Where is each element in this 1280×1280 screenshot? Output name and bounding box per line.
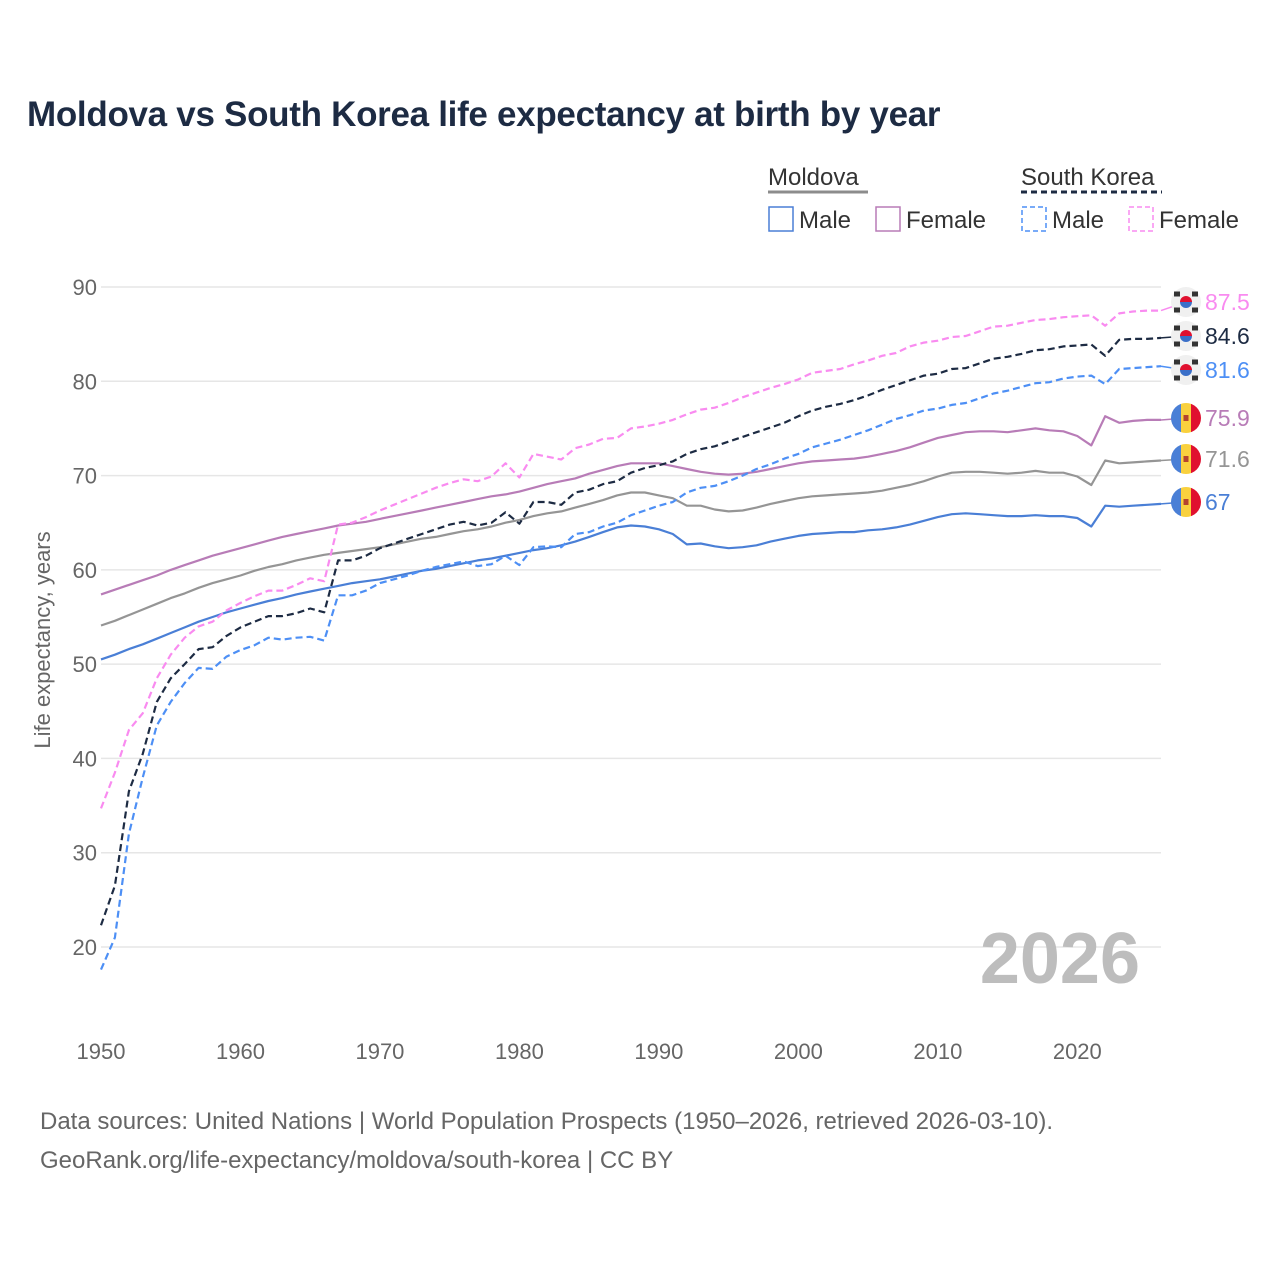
y-axis-label: Life expectancy, years	[30, 531, 55, 748]
end-value-label: 81.6	[1205, 357, 1250, 383]
y-tick-label: 90	[73, 275, 97, 300]
y-tick-label: 60	[73, 558, 97, 583]
x-axis-ticks: 1950 1960 1970 1980 1990 2000 2010 2020	[77, 1039, 1102, 1064]
y-tick-label: 30	[73, 841, 97, 866]
x-tick-label: 2010	[913, 1039, 962, 1064]
end-value-label: 84.6	[1205, 323, 1250, 349]
x-tick-label: 1950	[77, 1039, 126, 1064]
x-tick-label: 1970	[355, 1039, 404, 1064]
legend-sk-female[interactable]: Female	[1159, 207, 1239, 234]
series-line-moldova-male	[100, 502, 1162, 661]
year-watermark: 2026	[980, 919, 1140, 999]
chart-title: Moldova vs South Korea life expectancy a…	[27, 95, 941, 134]
series-line-south-korea-male	[99, 365, 1162, 971]
legend-sk-male-swatch	[1021, 206, 1047, 232]
legend-moldova-female[interactable]: Female	[906, 207, 986, 234]
source-line-1: Data sources: United Nations | World Pop…	[40, 1108, 1054, 1135]
end-value-label: 67	[1205, 489, 1231, 515]
legend: Moldova Male Female South Korea Male Fem…	[768, 164, 1239, 234]
legend-moldova-male-swatch	[768, 206, 794, 232]
series-lines	[99, 309, 1162, 971]
series-line-south-korea	[99, 336, 1162, 926]
end-value-label: 75.9	[1205, 405, 1250, 431]
y-tick-label: 50	[73, 652, 97, 677]
source-line-2[interactable]: GeoRank.org/life-expectancy/moldova/sout…	[40, 1147, 674, 1174]
moldova-flag-icon	[1171, 487, 1201, 517]
south-korea-flag-icon	[1171, 287, 1201, 317]
south-korea-flag-icon	[1171, 321, 1201, 351]
y-tick-label: 20	[73, 935, 97, 960]
y-tick-label: 70	[73, 464, 97, 489]
x-tick-label: 1980	[495, 1039, 544, 1064]
series-line-moldova-female	[100, 415, 1161, 596]
legend-group-moldova[interactable]: Moldova	[768, 164, 859, 191]
end-value-label: 87.5	[1205, 289, 1250, 315]
legend-sk-male[interactable]: Male	[1052, 207, 1104, 234]
legend-group-south-korea[interactable]: South Korea	[1021, 164, 1155, 191]
y-axis-ticks: 20 30 40 50 60 70 80 90	[73, 275, 97, 960]
legend-moldova-female-swatch	[875, 206, 901, 232]
y-tick-label: 40	[73, 746, 97, 771]
series-line-south-korea-female	[99, 309, 1161, 809]
end-value-label: 71.6	[1205, 446, 1250, 472]
legend-moldova-male[interactable]: Male	[799, 207, 851, 234]
x-tick-label: 1960	[216, 1039, 265, 1064]
moldova-flag-icon	[1171, 444, 1201, 474]
moldova-flag-icon	[1171, 403, 1201, 433]
series-line-moldova	[100, 459, 1162, 627]
legend-sk-female-swatch	[1128, 206, 1154, 232]
x-tick-label: 2000	[774, 1039, 823, 1064]
end-labels: 67 71.6 75.9 81.6 84.6 87.5	[1160, 287, 1250, 517]
x-tick-label: 2020	[1053, 1039, 1102, 1064]
y-tick-label: 80	[73, 369, 97, 394]
grid	[101, 286, 1161, 948]
south-korea-flag-icon	[1171, 355, 1201, 385]
x-tick-label: 1990	[634, 1039, 683, 1064]
